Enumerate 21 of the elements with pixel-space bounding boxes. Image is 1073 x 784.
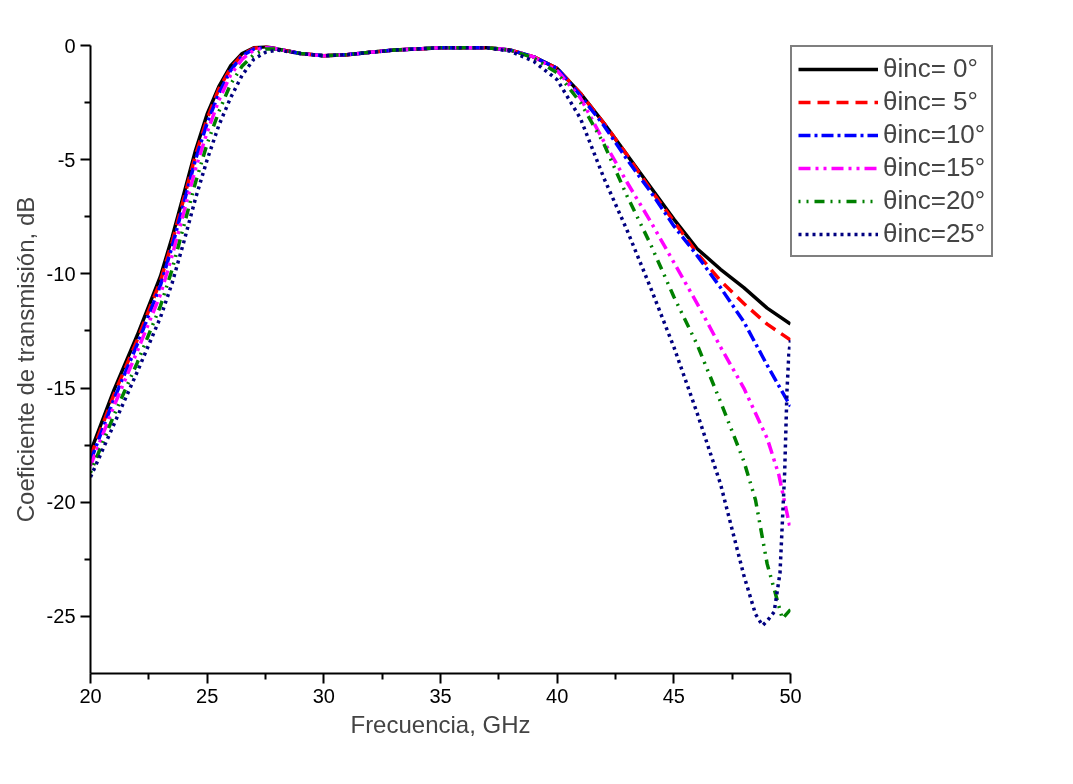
y-axis-title: Coeficiente de transmisión, dB [11, 196, 39, 523]
legend-label: θinc=25° [883, 218, 986, 249]
x-tick-label: 40 [546, 684, 569, 707]
x-tick-label: 30 [312, 684, 335, 707]
y-tick-label: -15 [46, 377, 76, 400]
y-tick-label: -10 [46, 262, 76, 285]
x-tick-label: 20 [79, 684, 102, 707]
legend-label: θinc=20° [883, 185, 986, 216]
y-tick-label: -20 [46, 491, 76, 514]
x-tick-label: 35 [429, 684, 452, 707]
y-tick-label: -5 [57, 148, 76, 171]
legend-label: θinc= 0° [883, 53, 978, 84]
x-tick-label: 50 [779, 684, 802, 707]
y-tick-label: -25 [46, 605, 76, 628]
y-tick-label: 0 [64, 34, 76, 57]
legend-label: θinc=10° [883, 119, 986, 150]
x-tick-label: 45 [662, 684, 685, 707]
legend-label: θinc= 5° [883, 86, 978, 117]
x-tick-label: 25 [196, 684, 219, 707]
legend-label: θinc=15° [883, 152, 986, 183]
x-axis-title: Frecuencia, GHz [350, 710, 531, 738]
